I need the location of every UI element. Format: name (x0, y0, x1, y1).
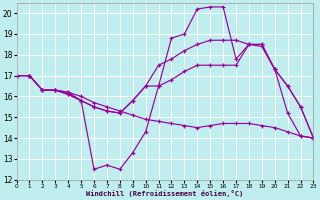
X-axis label: Windchill (Refroidissement éolien,°C): Windchill (Refroidissement éolien,°C) (86, 190, 244, 197)
